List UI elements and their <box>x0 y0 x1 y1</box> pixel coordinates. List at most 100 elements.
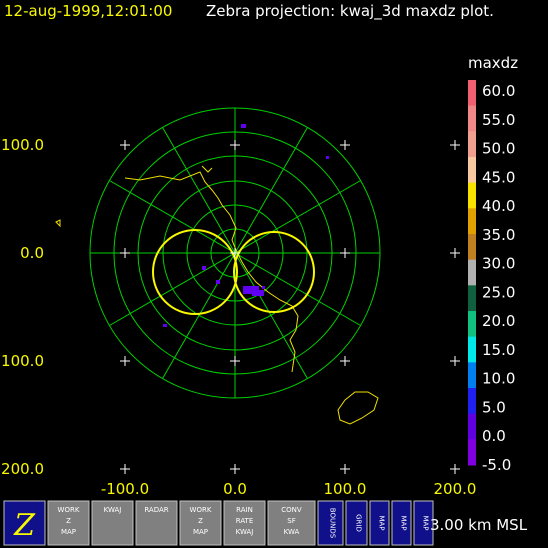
icon-label: BOUNDS <box>329 508 337 539</box>
grid-marker <box>450 464 460 474</box>
icon-label: WORK Z MAP <box>190 506 212 536</box>
grid-marker <box>340 464 350 474</box>
grid-marker <box>230 248 240 258</box>
icon-label: RADAR <box>144 506 168 514</box>
y-axis-label: 200.0 <box>1 460 44 478</box>
toolbar-icon[interactable]: BOUNDS <box>317 500 344 546</box>
colorbar-label: 50.0 <box>482 140 515 158</box>
toolbar-icon[interactable]: WORK Z MAP <box>47 500 90 546</box>
icon-label: MAP <box>400 515 408 530</box>
colorbar-title: maxdz <box>468 54 518 72</box>
colorbar-label: 5.0 <box>482 398 506 416</box>
colorbar-swatch <box>468 157 476 184</box>
coastline <box>55 165 379 425</box>
icon-label: Z <box>13 508 36 543</box>
grid-marker <box>340 356 350 366</box>
colorbar-swatch <box>468 208 476 235</box>
x-axis-label: -100.0 <box>101 480 149 498</box>
icon-frame <box>267 500 316 546</box>
icon-label: WORK Z MAP <box>58 506 80 536</box>
toolbar-icon[interactable]: WORK Z MAP <box>179 500 222 546</box>
colorbar-swatch <box>468 311 476 338</box>
y-axis-label: 0.0 <box>20 244 44 262</box>
grid-marker <box>450 356 460 366</box>
grid-marker <box>450 140 460 150</box>
time-label: 12-aug-1999,12:01:00 <box>4 2 172 20</box>
grid-marker <box>340 140 350 150</box>
icon-frame <box>3 500 46 546</box>
colorbar-label: 45.0 <box>482 168 515 186</box>
colorbar-label: -5.0 <box>482 456 511 474</box>
x-axis-label: 200.0 <box>434 480 477 498</box>
colorbar-swatch <box>468 259 476 286</box>
grid-marker <box>340 248 350 258</box>
grid-marker <box>230 464 240 474</box>
icon-label: MAP <box>422 515 430 530</box>
colorbar-swatch <box>468 439 476 466</box>
toolbar-icon[interactable]: GRID <box>345 500 368 546</box>
colorbar-swatch <box>468 388 476 415</box>
x-axis-label: 0.0 <box>223 480 247 498</box>
icon-frame <box>391 500 412 546</box>
colorbar-label: 35.0 <box>482 226 515 244</box>
grid-marker <box>230 356 240 366</box>
radar-range <box>152 229 238 315</box>
grid-marker <box>230 140 240 150</box>
colorbar-label: 30.0 <box>482 255 515 273</box>
status-bar: Z WORK Z MAP KWAJ RADAR WORK Z MAP RAIN RATE KWAJ CO… <box>0 500 548 548</box>
y-axis-label: 100.0 <box>1 352 44 370</box>
grid-marker <box>120 248 130 258</box>
icon-label: MAP <box>378 515 386 530</box>
icon-label: RAIN RATE KWAJ <box>236 506 254 536</box>
grid-marker <box>450 248 460 258</box>
toolbar-icon[interactable]: MAP <box>413 500 434 546</box>
plot-area <box>55 107 460 474</box>
grid-marker <box>120 140 130 150</box>
icon-frame <box>179 500 222 546</box>
colorbar-swatch <box>468 80 476 107</box>
colorbar-label: 20.0 <box>482 312 515 330</box>
colorbar-label: 0.0 <box>482 427 506 445</box>
altitude-status: 3.00 km MSL <box>430 516 528 534</box>
toolbar-icon[interactable]: Z <box>3 500 46 546</box>
colorbar-label: 55.0 <box>482 111 515 129</box>
toolbar-icon[interactable]: RAIN RATE KWAJ <box>223 500 266 546</box>
icon-frame <box>47 500 90 546</box>
icon-frame <box>345 500 368 546</box>
icon-frame <box>135 500 178 546</box>
colorbar-swatch <box>468 285 476 312</box>
echoes <box>163 124 329 327</box>
grid-marker <box>120 356 130 366</box>
colorbar-label: 60.0 <box>482 82 515 100</box>
colorbar-swatch <box>468 131 476 158</box>
colorbar-label: 40.0 <box>482 197 515 215</box>
icon-frame <box>413 500 434 546</box>
colorbar-swatch <box>468 362 476 389</box>
toolbar-icon[interactable]: MAP <box>391 500 412 546</box>
colorbar-label: 10.0 <box>482 370 515 388</box>
radar-range <box>233 231 315 313</box>
colorbar-swatch <box>468 413 476 440</box>
icon-frame <box>223 500 266 546</box>
icon-label: GRID <box>355 514 363 532</box>
icon-label: CONV SF KWA <box>281 506 302 536</box>
grid-marker <box>120 464 130 474</box>
icon-frame <box>317 500 344 546</box>
icon-frame <box>369 500 390 546</box>
toolbar-icon[interactable]: RADAR <box>135 500 178 546</box>
plot-title: Zebra projection: kwaj_3d maxdz plot. <box>206 2 494 21</box>
x-axis-label: 100.0 <box>324 480 367 498</box>
toolbar-icon[interactable]: MAP <box>369 500 390 546</box>
toolbar-icon[interactable]: KWAJ <box>91 500 134 546</box>
icon-label: KWAJ <box>104 506 122 514</box>
colorbar-label: 15.0 <box>482 341 515 359</box>
colorbar-label: 25.0 <box>482 283 515 301</box>
y-axis-label: 100.0 <box>1 136 44 154</box>
colorbar-swatch <box>468 105 476 132</box>
colorbar-swatch <box>468 182 476 209</box>
colorbar-swatch <box>468 234 476 261</box>
toolbar-icon[interactable]: CONV SF KWA <box>267 500 316 546</box>
colorbar-swatch <box>468 336 476 363</box>
